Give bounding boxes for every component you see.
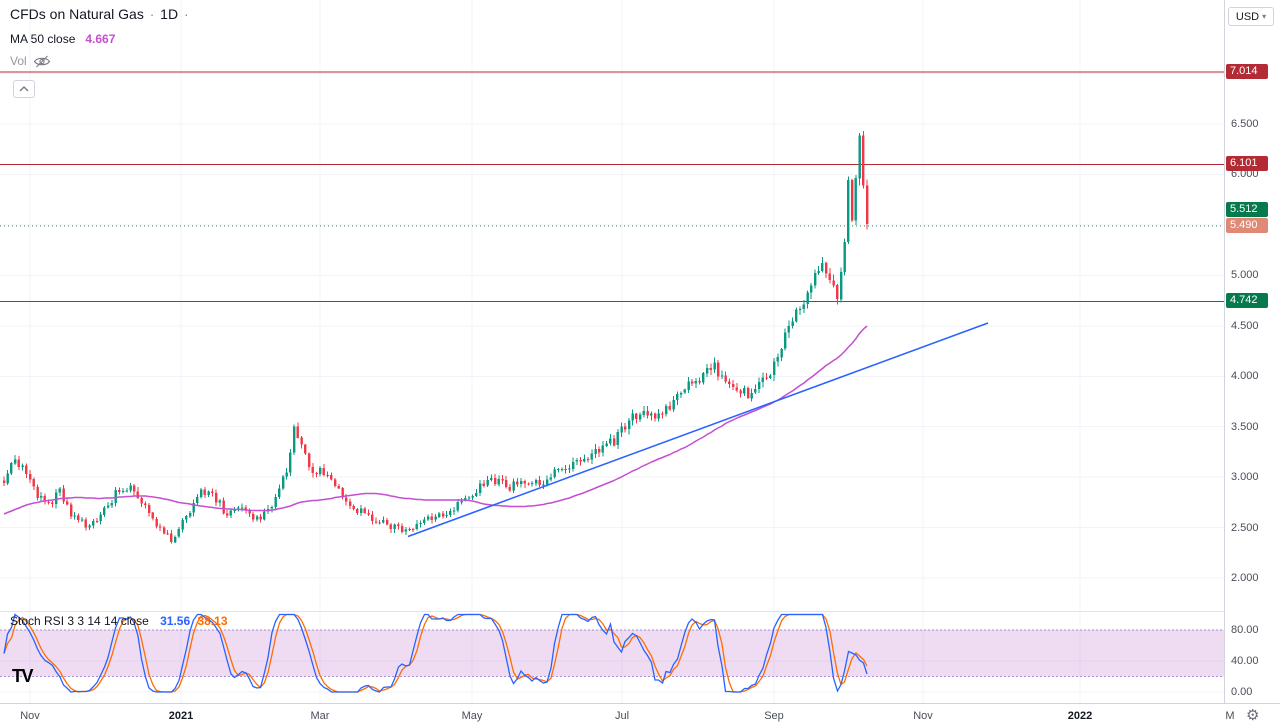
indicator-scale-label: 40.00 — [1231, 655, 1259, 667]
time-scale-label: M — [1225, 710, 1235, 722]
stoch-d-line — [3, 613, 868, 693]
time-scale-label: Nov — [20, 710, 40, 722]
price-scale[interactable]: 6.500 6.000 5.000 4.500 4.000 3.500 3.000 2.500… — [1224, 0, 1280, 703]
ma50-line[interactable] — [3, 325, 868, 515]
price-scale-label: 5.000 — [1231, 269, 1259, 282]
main-legend: CFDs on Natural Gas · 1D · MA 50 close 4… — [10, 6, 188, 68]
pane-separator[interactable] — [0, 611, 1280, 612]
trendline[interactable] — [407, 322, 989, 538]
interval-label[interactable]: 1D — [160, 6, 179, 22]
time-scale-label: Nov — [913, 710, 933, 722]
stoch-indicator-label[interactable]: Stoch RSI 3 3 14 14 close — [10, 614, 149, 628]
ma-value: 4.667 — [85, 32, 116, 46]
price-scale-label: 6.500 — [1231, 118, 1259, 130]
price-scale-label: 2.500 — [1231, 521, 1259, 534]
grid-lines — [0, 0, 1224, 703]
price-scale-label: 3.000 — [1231, 471, 1259, 484]
stoch-rsi-legend: Stoch RSI 3 3 14 14 close 31.56 38.13 — [10, 614, 228, 628]
currency-label: USD — [1235, 10, 1260, 23]
price-badge: 5.490 — [1226, 217, 1268, 233]
settings-gear-icon[interactable]: ⚙ — [1246, 707, 1260, 724]
indicator-scale-label: 0.00 — [1231, 686, 1253, 698]
stoch-k-value: 31.56 — [160, 614, 191, 628]
legend-collapse-button[interactable] — [13, 80, 35, 98]
chevron-down-icon: ▾ — [1262, 12, 1267, 21]
candle-bodies-down[interactable] — [3, 135, 869, 543]
time-scale-label: 2021 — [168, 710, 194, 722]
legend-more-dots[interactable]: · — [184, 6, 189, 22]
volume-indicator-label[interactable]: Vol — [10, 54, 27, 68]
time-scale-label: 2022 — [1067, 710, 1093, 722]
indicator-scale-label: 80.00 — [1231, 624, 1259, 636]
chart-canvas[interactable] — [0, 0, 1280, 703]
stoch-band — [0, 630, 1224, 677]
price-badge: 4.742 — [1226, 293, 1268, 309]
time-axis[interactable]: Nov 2021 Mar May Jul Sep Nov 2022 M — [0, 703, 1280, 728]
stoch-k-line — [3, 613, 868, 693]
price-scale-label: 4.500 — [1231, 319, 1259, 332]
tradingview-logo[interactable]: TV — [12, 666, 34, 686]
price-scale-label: 4.000 — [1231, 370, 1259, 383]
currency-toggle-button[interactable]: USD ▾ — [1228, 7, 1274, 26]
chevron-up-icon — [19, 86, 29, 92]
price-badge: 6.101 — [1226, 156, 1268, 172]
candle-wicks-up — [7, 133, 860, 543]
time-scale-label: May — [461, 710, 483, 722]
price-scale-label: 6.000 — [1231, 168, 1259, 181]
legend-separator: · — [149, 6, 155, 22]
time-scale-label: Jul — [614, 710, 630, 722]
symbol-title[interactable]: CFDs on Natural Gas — [10, 6, 144, 22]
candle-wicks-down — [3, 131, 868, 544]
price-badge: 5.512 — [1226, 201, 1268, 217]
time-scale-label: Mar — [310, 710, 330, 722]
stoch-d-value: 38.13 — [197, 614, 228, 628]
visibility-off-icon[interactable] — [33, 55, 51, 68]
ma-indicator-label[interactable]: MA 50 close — [10, 32, 76, 46]
candle-bodies-up[interactable] — [6, 135, 861, 543]
price-badge: 7.014 — [1226, 64, 1268, 80]
price-scale-label: 3.500 — [1231, 420, 1259, 433]
price-scale-label: 2.000 — [1231, 572, 1259, 585]
time-scale-label: Sep — [764, 710, 784, 722]
